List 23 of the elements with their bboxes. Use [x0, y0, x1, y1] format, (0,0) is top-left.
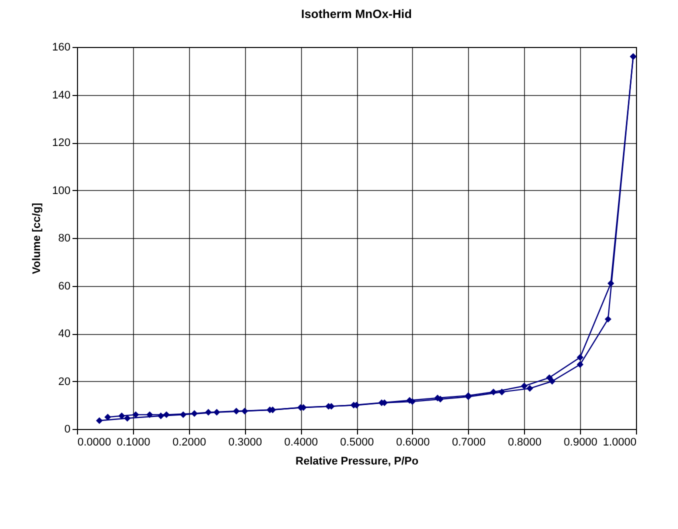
y-tick-label: 60 — [58, 280, 70, 292]
y-tick-label: 160 — [52, 42, 70, 54]
y-tick-label: 80 — [58, 232, 70, 244]
x-tick-label: 0.7000 — [452, 436, 486, 448]
x-tick-label: 0.5000 — [340, 436, 374, 448]
x-tick-label: 1.0000 — [602, 436, 636, 448]
x-tick-label: 0.3000 — [228, 436, 262, 448]
y-tick-label: 140 — [52, 89, 70, 102]
x-tick-label: 0.0000 — [78, 436, 112, 448]
y-tick-label: 0 — [64, 424, 70, 436]
y-tick-label: 100 — [52, 184, 70, 197]
x-tick-label: 0.1000 — [116, 436, 150, 448]
x-tick-label: 0.6000 — [396, 436, 430, 448]
x-tick-label: 0.4000 — [284, 436, 318, 448]
y-tick-label: 40 — [58, 328, 70, 340]
x-axis-title: Relative Pressure, P/Po — [296, 456, 419, 468]
x-tick-label: 0.2000 — [172, 436, 206, 448]
y-tick-label: 20 — [58, 376, 70, 388]
y-axis-title: Volume [cc/g] — [31, 202, 44, 274]
x-tick-label: 0.9000 — [564, 436, 598, 448]
chart-title: Isotherm MnOx-Hid — [301, 7, 412, 21]
x-tick-label: 0.8000 — [508, 436, 542, 448]
y-tick-label: 120 — [52, 137, 70, 149]
